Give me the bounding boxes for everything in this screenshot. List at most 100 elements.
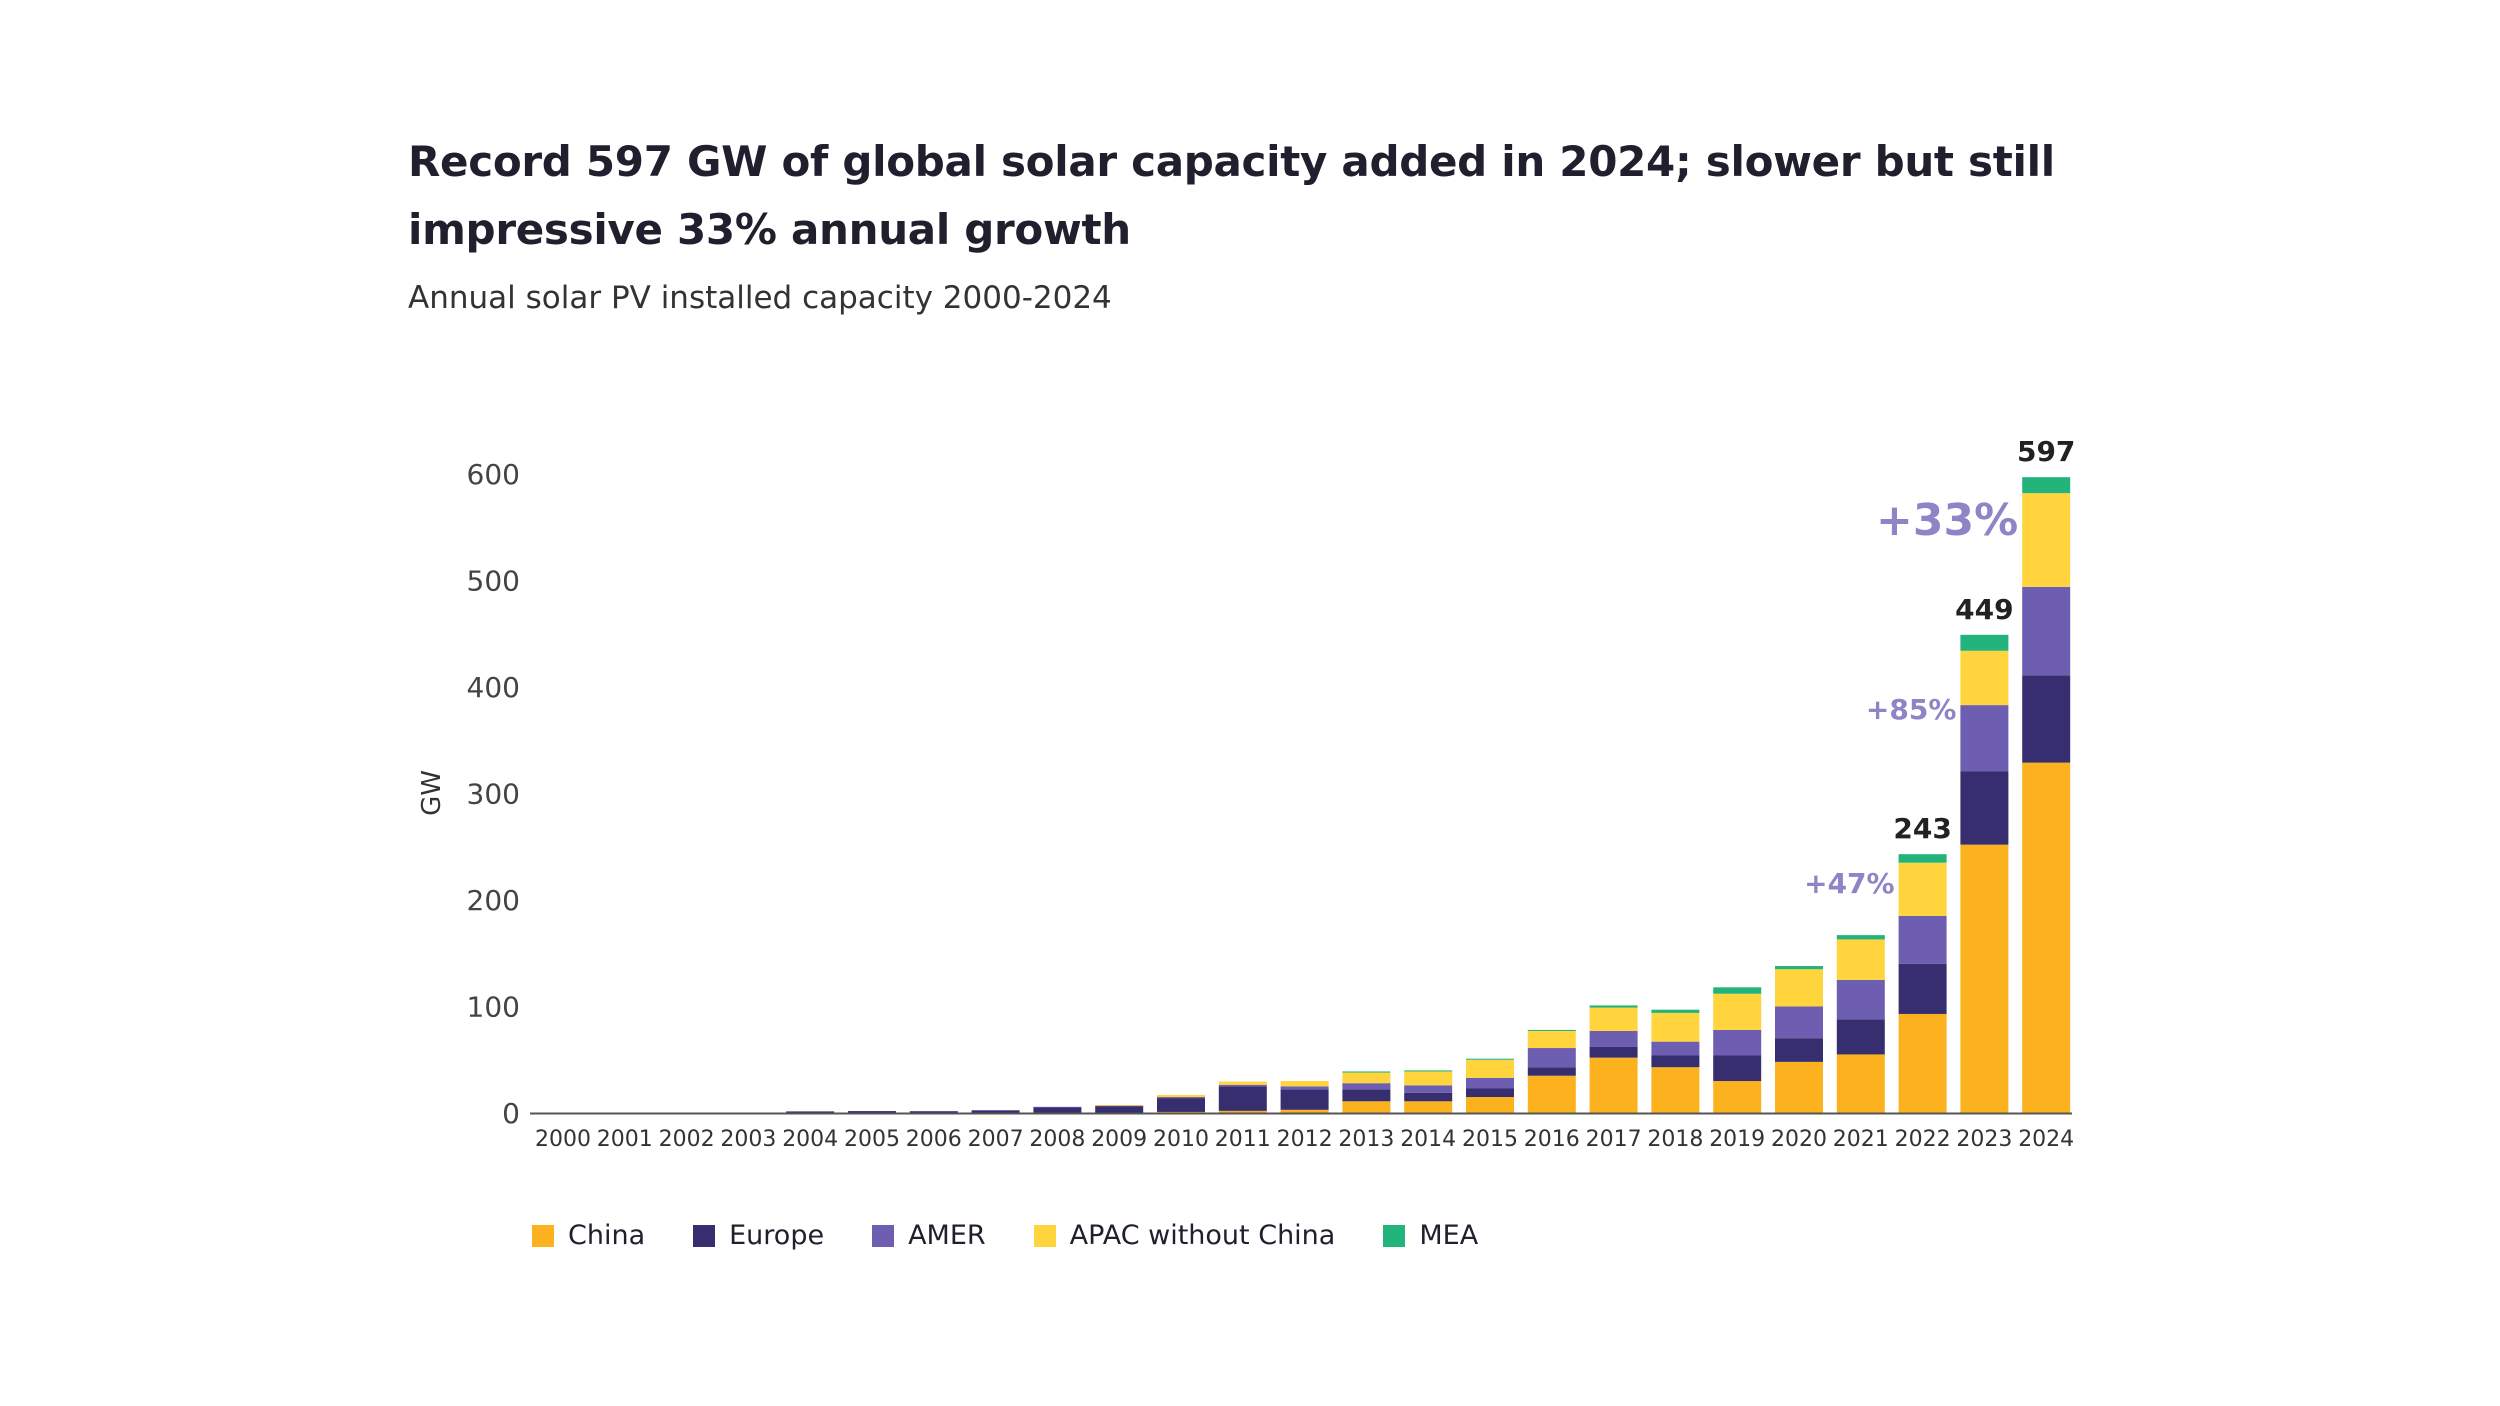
legend-swatch <box>693 1224 716 1247</box>
growth-label: +85% <box>1866 693 1956 726</box>
x-tick-label: 2013 <box>1338 1127 1394 1152</box>
bar-segment <box>2022 762 2071 1113</box>
bar-segment <box>1466 1059 1514 1078</box>
bar-segment <box>1466 1077 1514 1089</box>
bar-segment <box>1713 987 1762 994</box>
legend-item: MEA <box>1383 1220 1478 1251</box>
bar-segment <box>1775 1006 1823 1039</box>
bar-segment <box>1404 1085 1453 1093</box>
y-tick-label: 200 <box>467 884 520 917</box>
legend-swatch <box>872 1224 895 1247</box>
bar-segment <box>1960 844 2009 1113</box>
bar-segment <box>1466 1058 1514 1060</box>
bar-segment <box>1527 1067 1576 1076</box>
bar-segment <box>2022 586 2071 676</box>
legend-swatch <box>532 1224 554 1247</box>
x-tick-label: 2007 <box>968 1127 1024 1152</box>
x-tick-label: 2010 <box>1153 1127 1209 1152</box>
bar-segment <box>1404 1092 1453 1102</box>
x-tick-label: 2006 <box>906 1127 962 1152</box>
bar-segment <box>1836 1054 1885 1113</box>
bar-segment <box>1466 1088 1514 1098</box>
legend-item: China <box>532 1220 645 1251</box>
x-tick-label: 2003 <box>720 1127 776 1152</box>
bar-segment <box>1651 1067 1700 1113</box>
bar-segment <box>1527 1075 1576 1113</box>
bar-segment <box>1589 1046 1638 1058</box>
bar-segment <box>1527 1029 1576 1031</box>
y-tick-label: 300 <box>467 778 520 811</box>
bar-segment <box>1218 1086 1267 1111</box>
x-tick-label: 2008 <box>1029 1127 1085 1152</box>
bar-segment <box>971 1110 1020 1113</box>
bar-segment <box>1651 1009 1700 1013</box>
total-value-label: 243 <box>1893 812 1951 845</box>
bar-segment <box>786 1111 835 1113</box>
x-tick-label: 2014 <box>1400 1127 1456 1152</box>
bar-segment <box>1775 966 1823 970</box>
bar-segment <box>1651 1055 1700 1068</box>
bar-segment <box>909 1110 958 1112</box>
y-tick-label: 500 <box>467 565 520 598</box>
bar-segment <box>1342 1083 1391 1090</box>
legend-swatch <box>1383 1224 1406 1247</box>
bar-segment <box>1898 915 1947 964</box>
bar-segment <box>1960 705 2009 772</box>
x-tick-label: 2005 <box>844 1127 900 1152</box>
legend-label: APAC without China <box>1069 1220 1336 1251</box>
x-tick-label: 2023 <box>1956 1127 2012 1152</box>
bar-segment <box>1527 1048 1576 1068</box>
bar-segment <box>1280 1086 1329 1090</box>
bar-segment <box>909 1111 958 1113</box>
bar-segment <box>1775 1038 1823 1062</box>
bar-segment <box>1589 1007 1638 1031</box>
legend-item: AMER <box>872 1220 986 1251</box>
bar-segment <box>1836 979 1885 1020</box>
bar-segment <box>1095 1106 1144 1113</box>
bar-segment <box>1033 1106 1082 1108</box>
bar-segment <box>1342 1071 1391 1073</box>
bar-segment <box>1960 650 2009 706</box>
bar-segment <box>1589 1057 1638 1113</box>
bar-segment <box>1033 1107 1082 1113</box>
y-axis-label: GW <box>417 770 447 816</box>
bar-segment <box>1836 939 1885 980</box>
total-value-label: 449 <box>1955 593 2013 626</box>
chart-subtitle: Annual solar PV installed capacity 2000-… <box>408 280 1112 316</box>
bar-segment <box>2022 493 2071 587</box>
x-tick-label: 2001 <box>597 1127 653 1152</box>
growth-label: +33% <box>1876 495 2018 546</box>
x-tick-label: 2018 <box>1647 1127 1703 1152</box>
bar-segment <box>1095 1105 1144 1106</box>
bar-segment <box>1095 1105 1144 1107</box>
total-value-label: 597 <box>2017 435 2075 468</box>
bar-segment <box>1898 854 1947 863</box>
x-tick-label: 2020 <box>1771 1127 1827 1152</box>
bar-segment <box>2022 675 2071 763</box>
legend-label: Europe <box>729 1220 825 1251</box>
x-tick-label: 2012 <box>1277 1127 1333 1152</box>
x-tick-label: 2017 <box>1586 1127 1642 1152</box>
bar-segment <box>1404 1070 1453 1072</box>
x-tick-label: 2022 <box>1895 1127 1951 1152</box>
bar-segment <box>1527 1030 1576 1049</box>
bar-segment <box>1713 1081 1762 1113</box>
bar-segment <box>1713 1055 1762 1082</box>
y-tick-label: 0 <box>502 1097 520 1130</box>
x-tick-label: 2016 <box>1524 1127 1580 1152</box>
bar-segment <box>1589 1030 1638 1047</box>
bar-segment <box>1836 935 1885 940</box>
x-tick-label: 2000 <box>535 1127 591 1152</box>
bar-segment <box>1280 1089 1329 1110</box>
bar-segment <box>1960 771 2009 845</box>
bar-segment <box>1404 1101 1453 1113</box>
bar-segment <box>2022 477 2071 494</box>
bar-segment <box>1157 1097 1205 1099</box>
bar-segment <box>1280 1109 1329 1113</box>
bar-segment <box>848 1111 896 1113</box>
bar-segment <box>1342 1101 1391 1113</box>
bar-segment <box>1960 634 2009 651</box>
x-tick-label: 2024 <box>2018 1127 2074 1152</box>
bar-segment <box>1713 1029 1762 1056</box>
